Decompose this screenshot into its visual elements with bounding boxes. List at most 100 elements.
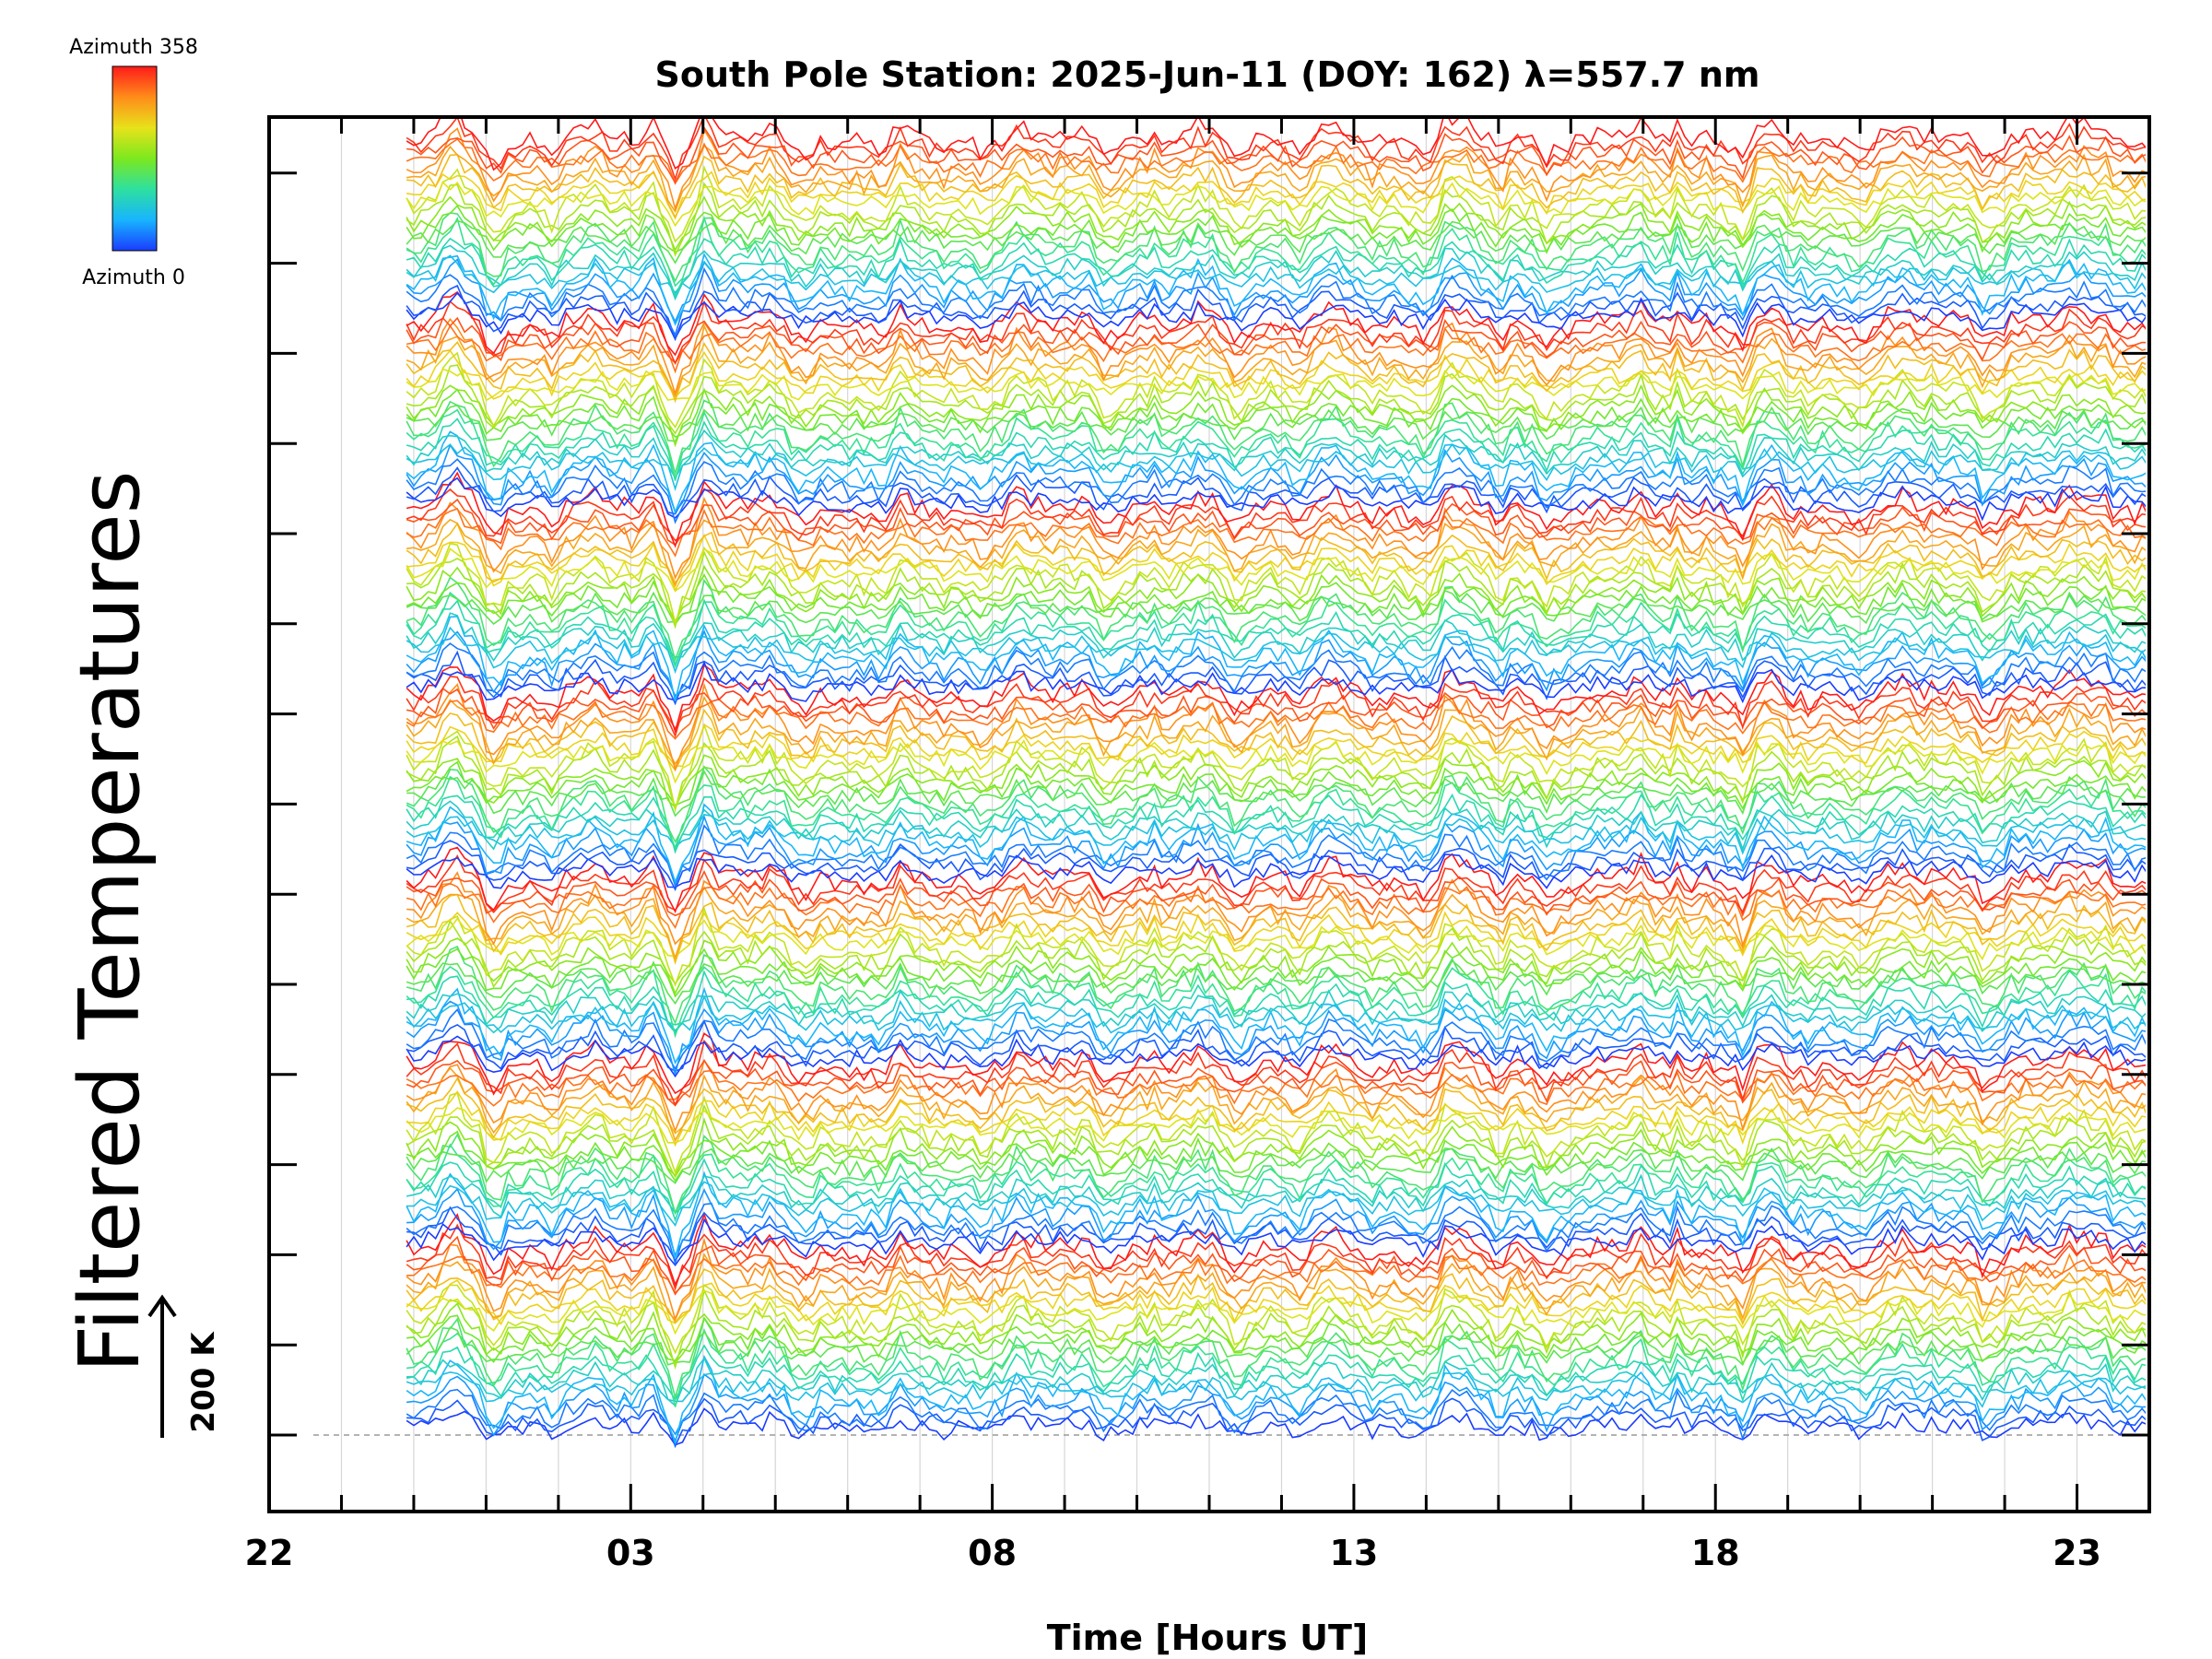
chart-title: South Pole Station: 2025-Jun-11 (DOY: 16… [655,54,1760,95]
colorbar-top-label: Azimuth 358 [69,36,198,59]
azimuth-trace [406,1212,2146,1287]
azimuth-trace [406,1397,2146,1449]
azimuth-trace [406,793,2146,854]
azimuth-trace [406,650,2146,706]
azimuth-trace [406,1171,2146,1258]
azimuth-trace [406,340,2146,404]
azimuth-trace [406,1354,2146,1446]
azimuth-trace [406,165,2146,243]
azimuth-trace [406,1284,2146,1355]
azimuth-trace [406,430,2146,515]
x-tick-label: 23 [2053,1533,2101,1573]
azimuth-trace [406,1253,2146,1322]
azimuth-trace [406,1039,2146,1107]
azimuth-trace [406,237,2146,298]
azimuth-trace [406,854,2146,914]
azimuth-trace [406,616,2146,701]
azimuth-trace [406,1218,2146,1267]
azimuth-trace [406,735,2146,813]
azimuth-trace [406,215,2146,288]
azimuth-trace [406,1316,2146,1400]
azimuth-trace [406,547,2146,593]
y-axis-ticks [269,171,2149,1437]
azimuth-trace [406,244,2146,301]
azimuth-trace [406,1158,2146,1222]
colorbar-gradient [112,65,158,252]
azimuth-trace [406,349,2146,400]
azimuth-trace [406,945,2146,1025]
azimuth-trace [406,1344,2146,1403]
azimuth-trace [406,466,2146,515]
azimuth-trace [406,840,2146,892]
azimuth-trace [406,1268,2146,1326]
azimuth-trace [406,550,2146,629]
azimuth-trace [406,1279,2146,1326]
azimuth-trace [406,1202,2146,1266]
azimuth-trace [406,253,2146,326]
azimuth-trace [406,518,2146,588]
azimuth-trace [406,254,2146,294]
azimuth-trace [406,498,2146,547]
azimuth-trace [406,853,2146,889]
azimuth-trace [406,642,2146,699]
azimuth-trace [406,1328,2146,1407]
azimuth-trace [406,1147,2146,1184]
azimuth-trace [406,959,2146,1006]
azimuth-trace [406,919,2146,990]
azimuth-trace [406,533,2146,593]
x-tick-label: 18 [1691,1533,1740,1573]
colorbar-bottom-label: Azimuth 0 [82,266,185,289]
azimuth-trace [406,182,2146,257]
azimuth-trace [406,1314,2146,1366]
azimuth-trace [406,1007,2146,1071]
x-tick-label: 13 [1329,1533,1378,1573]
azimuth-trace [406,893,2146,965]
azimuth-trace [406,1104,2146,1179]
azimuth-trace [406,471,2146,548]
azimuth-trace [406,1253,2146,1294]
azimuth-trace [406,846,2146,914]
azimuth-trace [406,290,2146,357]
azimuth-trace [406,205,2146,254]
azimuth-trace [406,1173,2146,1218]
azimuth-trace [406,682,2146,772]
azimuth-trace [406,368,2146,402]
azimuth-trace [406,317,2146,396]
azimuth-trace [406,994,2146,1034]
azimuth-trace [406,181,2146,228]
azimuth-trace [406,871,2146,948]
azimuth-trace [406,542,2146,625]
azimuth-trace [406,219,2146,265]
trace-group [406,117,2146,1449]
azimuth-trace [406,1032,2146,1096]
azimuth-trace [406,1107,2146,1144]
azimuth-trace [406,589,2146,625]
azimuth-trace [406,144,2146,214]
azimuth-trace [406,351,2146,429]
azimuth-trace [406,986,2146,1065]
azimuth-trace [406,1371,2146,1408]
azimuth-trace [406,1288,2146,1371]
azimuth-trace [406,697,2146,740]
azimuth-trace [406,1388,2146,1443]
azimuth-trace [406,399,2146,477]
azimuth-trace [406,383,2146,448]
azimuth-trace [406,687,2146,730]
azimuth-trace [406,418,2146,481]
azimuth-trace [406,258,2146,324]
azimuth-trace [406,324,2146,374]
azimuth-trace [406,497,2146,581]
azimuth-trace [406,661,2146,704]
azimuth-trace [406,1019,2146,1072]
azimuth-trace [406,127,2146,212]
azimuth-trace [406,387,2146,438]
azimuth-trace [406,126,2146,185]
y-axis-label: Filtered Temperatures [62,470,159,1372]
azimuth-trace [406,576,2146,663]
azimuth-trace [406,906,2146,988]
x-tick-label: 22 [245,1533,294,1573]
azimuth-trace [406,1133,2146,1216]
azimuth-trace [406,488,2146,542]
azimuth-trace [406,117,2146,182]
azimuth-trace [406,815,2146,885]
